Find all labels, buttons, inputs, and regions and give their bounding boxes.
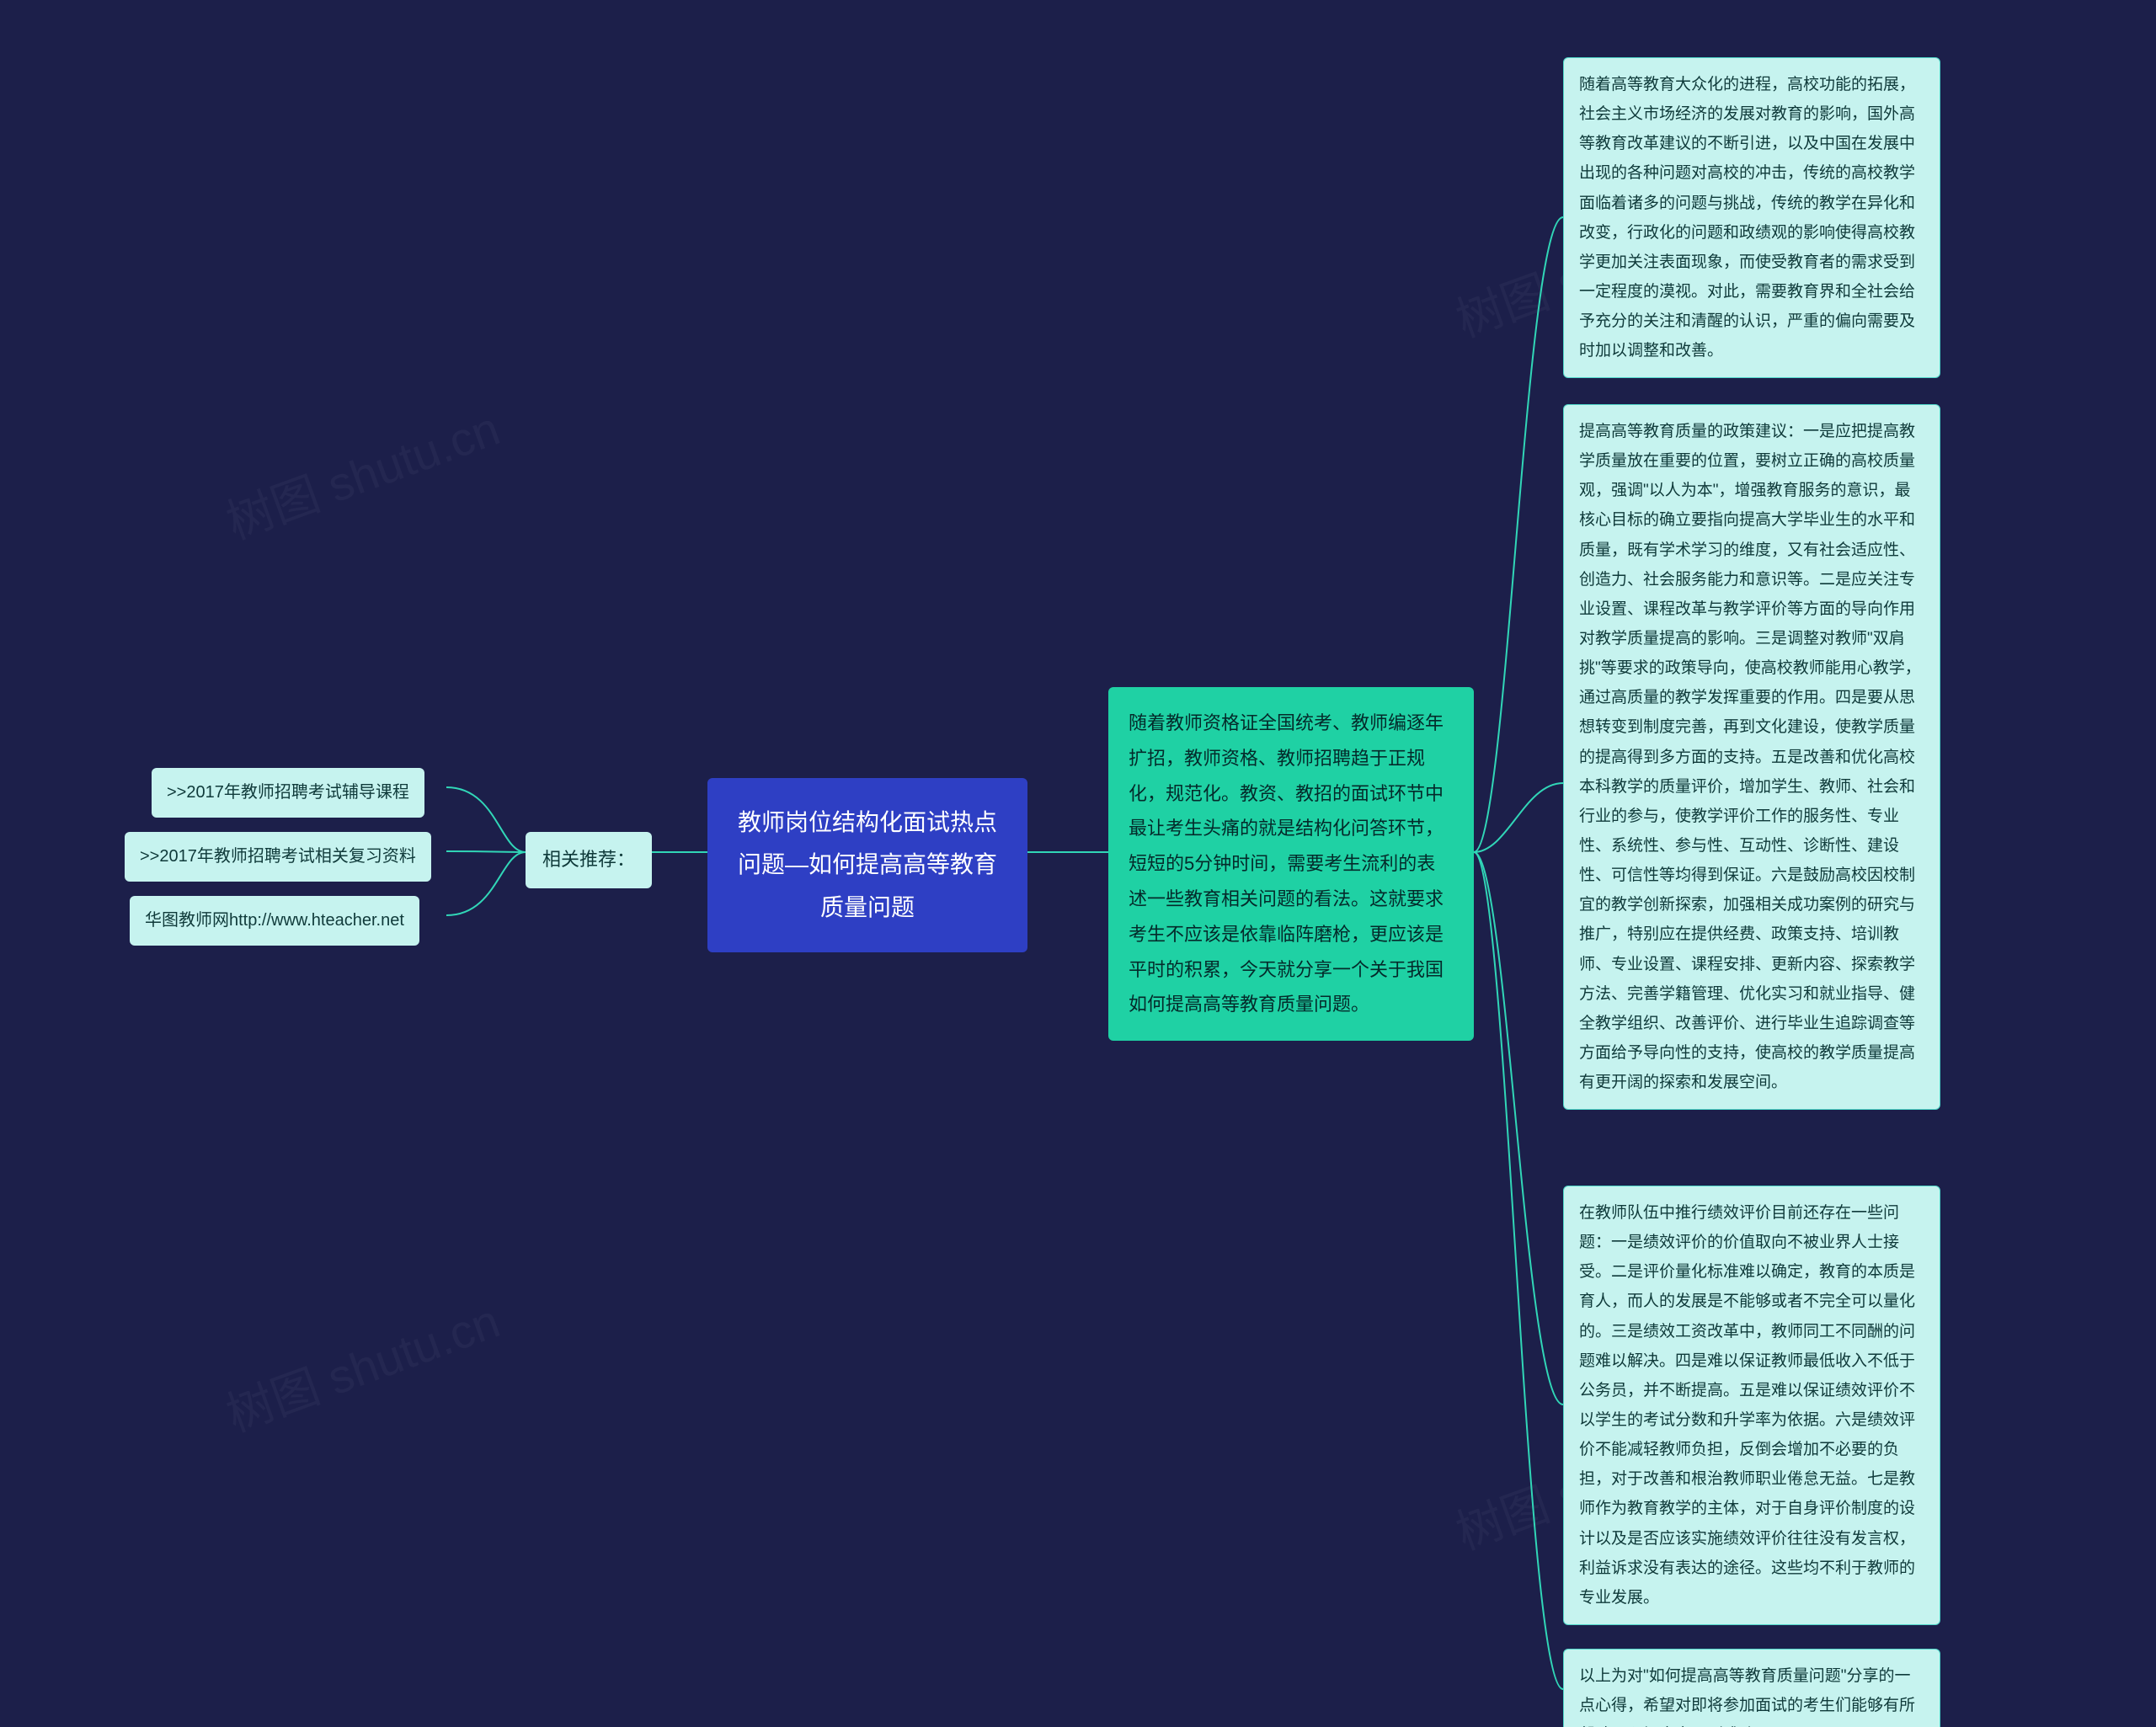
main-branch-right[interactable]: 随着教师资格证全国统考、教师编逐年扩招，教师资格、教师招聘趋于正规化，规范化。教…	[1108, 687, 1474, 1041]
center-topic[interactable]: 教师岗位结构化面试热点问题—如何提高高等教育质量问题	[707, 778, 1027, 952]
left-leaf-3[interactable]: 华图教师网http://www.hteacher.net	[130, 896, 419, 946]
watermark: 树图 shutu.cn	[216, 391, 508, 552]
watermark: 树图 shutu.cn	[216, 1283, 508, 1445]
left-leaf-1[interactable]: >>2017年教师招聘考试辅导课程	[152, 768, 424, 818]
leaf-right-1[interactable]: 随着高等教育大众化的进程，高校功能的拓展，社会主义市场经济的发展对教育的影响，国…	[1563, 57, 1940, 378]
left-branch-hub[interactable]: 相关推荐：	[526, 832, 652, 888]
leaf-right-4[interactable]: 以上为对"如何提高高等教育质量问题"分享的一点心得，希望对即将参加面试的考生们能…	[1563, 1649, 1940, 1727]
leaf-right-3[interactable]: 在教师队伍中推行绩效评价目前还存在一些问题：一是绩效评价的价值取向不被业界人士接…	[1563, 1186, 1940, 1625]
leaf-right-2[interactable]: 提高高等教育质量的政策建议：一是应把提高教学质量放在重要的位置，要树立正确的高校…	[1563, 404, 1940, 1110]
left-leaf-2[interactable]: >>2017年教师招聘考试相关复习资料	[125, 832, 431, 882]
